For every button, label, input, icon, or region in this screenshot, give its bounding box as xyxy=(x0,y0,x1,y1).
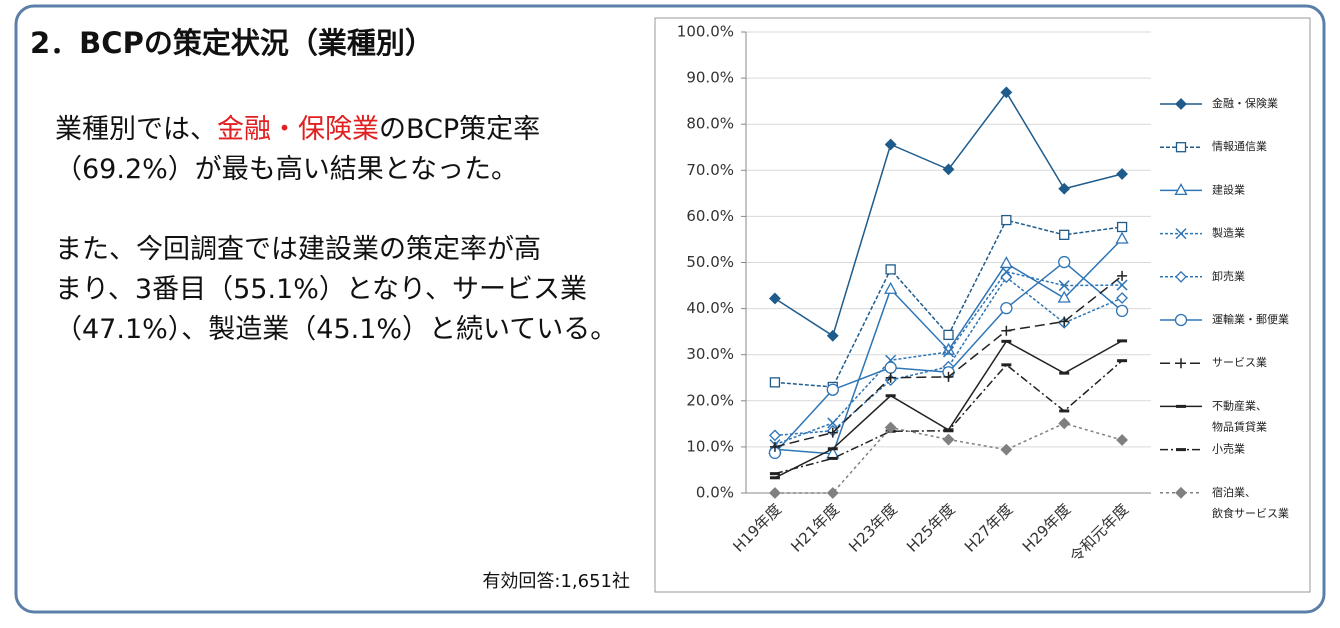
marker xyxy=(884,281,898,294)
legend-label-line: 宿泊業、 xyxy=(1212,485,1256,499)
marker xyxy=(1000,301,1013,315)
marker xyxy=(1174,313,1188,327)
legend-label-line: 不動産業、 xyxy=(1212,398,1267,412)
legend-label: サービス業 xyxy=(1212,356,1267,369)
body-text: まり、3番目（55.1%）となり、サービス業 xyxy=(55,274,587,305)
marker xyxy=(1175,142,1187,153)
y-tick-label: 80.0% xyxy=(686,115,734,133)
body-line: （69.2%）が最も高い結果となった。 xyxy=(55,154,518,185)
legend-label: 金融・保険業 xyxy=(1212,96,1278,110)
marker xyxy=(999,256,1013,269)
marker xyxy=(769,487,781,499)
marker xyxy=(1116,168,1128,180)
marker xyxy=(1175,228,1187,240)
marker xyxy=(1058,280,1070,292)
y-tick-label: 0.0% xyxy=(696,484,734,502)
marker xyxy=(1001,325,1012,336)
marker xyxy=(1175,486,1187,499)
marker xyxy=(1057,290,1071,303)
slide-title: 2．BCPの策定状況（業種別） xyxy=(30,26,434,60)
legend-label: 不動産業、物品賃貸業 xyxy=(1212,398,1267,433)
marker xyxy=(1000,271,1013,284)
marker xyxy=(1058,255,1071,269)
legend-label: 建設業 xyxy=(1212,182,1245,196)
series xyxy=(769,86,1128,342)
marker xyxy=(1174,183,1188,196)
y-tick-label: 50.0% xyxy=(686,253,734,271)
series xyxy=(769,417,1128,499)
marker xyxy=(1059,229,1070,240)
marker xyxy=(769,292,781,305)
marker xyxy=(1116,221,1128,233)
marker xyxy=(1117,270,1128,281)
marker xyxy=(1115,304,1129,318)
y-tick-label: 90.0% xyxy=(686,69,734,87)
y-tick-label: 40.0% xyxy=(686,299,734,317)
marker xyxy=(1116,279,1128,291)
marker xyxy=(943,329,954,341)
body-line: （47.1%）、製造業（45.1%）と続いている。 xyxy=(55,314,617,345)
legend-label: 宿泊業、飲食サービス業 xyxy=(1212,485,1289,520)
marker xyxy=(1001,214,1012,226)
marker xyxy=(885,372,896,383)
legend-label: 製造業 xyxy=(1212,226,1245,240)
marker xyxy=(769,429,781,442)
marker xyxy=(1058,182,1071,195)
marker xyxy=(884,138,897,151)
body-line: まり、3番目（55.1%）となり、サービス業 xyxy=(55,274,587,305)
marker xyxy=(827,427,838,438)
y-tick-label: 10.0% xyxy=(686,437,734,455)
y-tick-label: 20.0% xyxy=(686,391,734,409)
legend-label-line: 物品賃貸業 xyxy=(1212,419,1267,433)
body-text: また、今回調査では建設業の策定率が高 xyxy=(55,234,541,265)
marker xyxy=(884,361,897,374)
body-highlight: 金融・保険業 xyxy=(217,114,379,145)
marker xyxy=(1116,292,1128,304)
marker xyxy=(1176,358,1186,369)
marker xyxy=(942,346,955,358)
marker xyxy=(1000,443,1013,456)
body-text: 業種別では、 xyxy=(55,114,217,145)
marker xyxy=(942,433,955,446)
marker xyxy=(884,421,897,434)
marker xyxy=(1000,86,1013,99)
marker xyxy=(826,487,839,499)
y-tick-label: 30.0% xyxy=(686,345,734,363)
series xyxy=(769,270,1128,452)
legend-label-line: 飲食サービス業 xyxy=(1212,506,1289,520)
marker xyxy=(943,371,954,382)
marker xyxy=(1175,98,1187,110)
y-tick-label: 60.0% xyxy=(686,207,734,225)
legend-label: 情報通信業 xyxy=(1212,140,1267,153)
marker xyxy=(942,163,955,176)
body-text: のBCP策定率 xyxy=(379,114,540,145)
marker xyxy=(826,383,839,396)
marker xyxy=(1058,417,1071,430)
marker xyxy=(769,377,781,388)
marker xyxy=(1059,316,1070,327)
marker xyxy=(826,329,839,342)
body-text: （69.2%）が最も高い結果となった。 xyxy=(55,154,518,185)
marker xyxy=(1175,270,1187,283)
note: 有効回答:1,651社 xyxy=(482,571,630,592)
legend-label: 運輸業・郵便業 xyxy=(1212,312,1289,326)
marker xyxy=(1115,231,1129,244)
marker xyxy=(885,264,896,275)
body-line: 業種別では、金融・保険業のBCP策定率 xyxy=(55,114,540,145)
y-tick-label: 70.0% xyxy=(686,161,734,179)
marker xyxy=(1116,434,1128,446)
body-line: また、今回調査では建設業の策定率が高 xyxy=(55,234,541,265)
legend-label: 卸売業 xyxy=(1212,269,1245,283)
legend-label: 小売業 xyxy=(1212,443,1245,456)
marker xyxy=(769,441,780,452)
marker xyxy=(827,417,839,429)
y-tick-label: 100.0% xyxy=(677,23,734,41)
chart-frame xyxy=(654,17,1311,593)
body-text: （47.1%）、製造業（45.1%）と続いている。 xyxy=(55,314,617,345)
